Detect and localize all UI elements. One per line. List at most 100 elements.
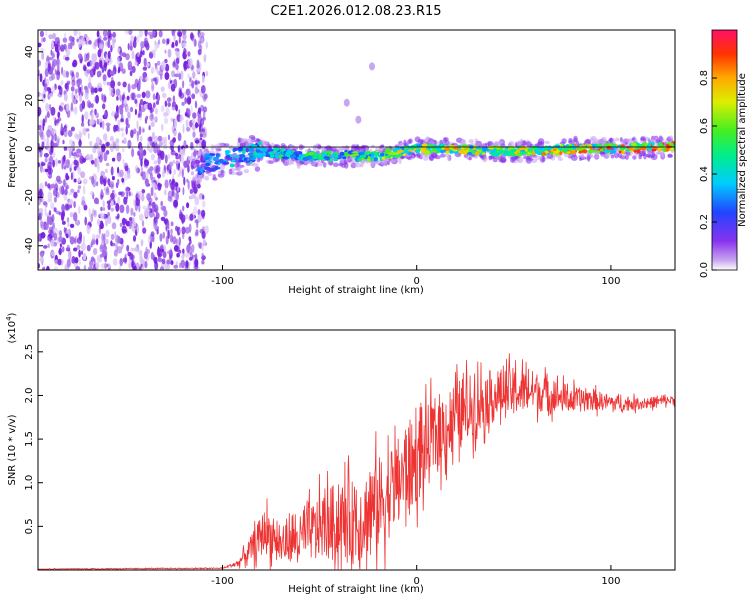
noise-speckle bbox=[167, 153, 170, 160]
noise-speckle bbox=[111, 157, 116, 162]
snr-scale-exponent: 4 bbox=[5, 316, 13, 321]
band-core bbox=[308, 151, 315, 156]
snr-x-ticks: -100 0 100 bbox=[211, 565, 620, 587]
noise-speckle bbox=[77, 39, 82, 48]
band-core bbox=[238, 157, 243, 161]
noise-speckle bbox=[201, 243, 204, 252]
noise-speckle bbox=[161, 169, 165, 178]
band-halo bbox=[370, 144, 376, 149]
noise-speckle bbox=[164, 58, 168, 64]
noise-speckle bbox=[185, 260, 189, 269]
noise-speckle bbox=[107, 203, 111, 211]
noise-speckle bbox=[158, 182, 161, 187]
noise-speckle bbox=[65, 204, 71, 210]
noise-speckle bbox=[165, 263, 170, 270]
band-halo bbox=[399, 142, 405, 147]
noise-speckle bbox=[88, 207, 91, 218]
noise-speckle bbox=[82, 252, 87, 261]
noise-speckle bbox=[82, 185, 86, 195]
noise-speckle bbox=[79, 152, 82, 158]
noise-speckle bbox=[78, 95, 82, 102]
noise-speckle bbox=[56, 70, 61, 81]
noise-speckle bbox=[48, 210, 52, 216]
noise-speckle bbox=[59, 243, 63, 248]
noise-speckle bbox=[185, 144, 189, 149]
noise-speckle bbox=[149, 136, 153, 141]
noise-speckle bbox=[163, 209, 168, 217]
noise-speckle bbox=[107, 50, 111, 59]
noise-speckle bbox=[169, 80, 173, 84]
noise-speckle bbox=[90, 160, 95, 165]
band-halo bbox=[643, 153, 647, 160]
snr-series-line bbox=[38, 353, 675, 570]
noise-speckle bbox=[42, 122, 45, 131]
noise-speckle bbox=[197, 241, 203, 247]
noise-speckle bbox=[150, 231, 155, 237]
y-tick-label: 0.5 bbox=[24, 518, 35, 534]
noise-speckle bbox=[101, 233, 104, 242]
band-halo bbox=[414, 136, 421, 143]
noise-speckle bbox=[76, 244, 81, 250]
noise-speckle bbox=[96, 118, 100, 125]
noise-speckle bbox=[110, 79, 116, 89]
noise-speckle bbox=[123, 137, 127, 145]
noise-speckle bbox=[200, 85, 206, 94]
band-core bbox=[334, 152, 339, 155]
noise-speckle bbox=[71, 150, 74, 156]
noise-speckle bbox=[111, 76, 114, 82]
band-halo bbox=[268, 160, 274, 165]
spectrogram-y-ticks: -40 -20 0 20 40 bbox=[24, 45, 43, 254]
noise-speckle bbox=[173, 130, 177, 137]
band-halo bbox=[321, 147, 327, 152]
band-core bbox=[587, 149, 594, 154]
noise-speckle bbox=[160, 248, 165, 254]
noise-speckle bbox=[125, 125, 128, 135]
band-halo bbox=[535, 155, 543, 160]
noise-speckle bbox=[117, 178, 120, 186]
noise-speckle bbox=[104, 110, 107, 119]
noise-speckle bbox=[166, 169, 170, 175]
noise-speckle bbox=[201, 252, 204, 258]
noise-speckle bbox=[99, 212, 105, 218]
noise-speckle bbox=[151, 182, 156, 188]
band-core bbox=[354, 158, 359, 162]
band-core bbox=[237, 159, 245, 163]
noise-speckle bbox=[70, 143, 75, 150]
noise-speckle bbox=[103, 36, 108, 41]
noise-speckle bbox=[81, 157, 87, 163]
noise-speckle bbox=[95, 234, 101, 239]
noise-speckle bbox=[196, 68, 201, 74]
noise-speckle bbox=[84, 92, 88, 100]
noise-speckle bbox=[178, 72, 181, 80]
band-core bbox=[325, 156, 330, 161]
noise-speckle bbox=[149, 166, 154, 172]
noise-speckle bbox=[118, 62, 124, 72]
noise-speckle bbox=[158, 141, 163, 147]
noise-speckle bbox=[127, 139, 132, 149]
noise-speckle bbox=[102, 120, 105, 130]
noise-speckle bbox=[73, 159, 78, 166]
noise-speckle bbox=[75, 71, 80, 79]
spectrogram-x-ticks: -100 0 100 bbox=[211, 265, 620, 287]
band-core bbox=[357, 152, 365, 156]
noise-speckle bbox=[82, 127, 87, 136]
band-core bbox=[592, 149, 597, 153]
noise-speckle bbox=[157, 94, 161, 102]
noise-speckle bbox=[170, 180, 175, 191]
noise-speckle bbox=[198, 33, 201, 42]
band-halo bbox=[398, 157, 402, 165]
noise-speckle bbox=[105, 58, 108, 63]
noise-speckle bbox=[152, 30, 156, 37]
band-core bbox=[630, 142, 637, 147]
band-halo bbox=[193, 151, 197, 158]
band-core bbox=[621, 150, 625, 155]
noise-speckle bbox=[196, 80, 200, 85]
noise-speckle bbox=[178, 36, 181, 44]
noise-speckle bbox=[44, 168, 49, 173]
band-core bbox=[281, 156, 288, 159]
noise-speckle bbox=[154, 204, 159, 213]
noise-speckle bbox=[161, 205, 167, 211]
noise-speckle bbox=[152, 102, 156, 109]
band-core bbox=[657, 147, 662, 152]
noise-speckle bbox=[147, 235, 152, 244]
